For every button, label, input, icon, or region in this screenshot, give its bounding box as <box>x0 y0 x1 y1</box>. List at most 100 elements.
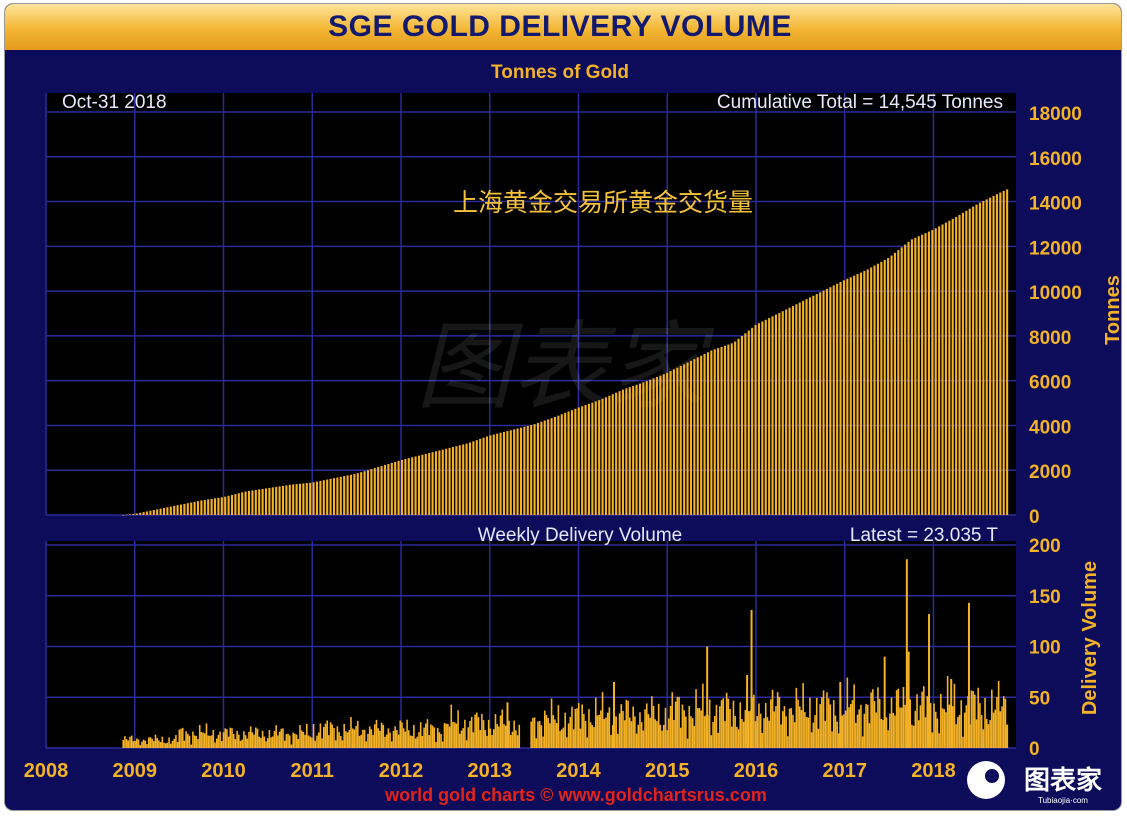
weekly-bar <box>409 735 412 748</box>
cumulative-bar <box>832 285 835 515</box>
cumulative-bar <box>887 258 890 515</box>
weekly-bar <box>484 730 487 748</box>
weekly-bar <box>895 690 898 748</box>
y-tick-label: 8000 <box>1029 328 1071 349</box>
weekly-bar <box>802 683 804 748</box>
weekly-bar <box>336 726 339 748</box>
cumulative-bar <box>825 288 828 515</box>
weekly-bar <box>511 731 514 748</box>
weekly-bar <box>144 740 147 748</box>
cumulative-bar <box>162 507 166 515</box>
weekly-bar <box>838 733 840 748</box>
cumulative-bar <box>924 233 927 515</box>
weekly-bar <box>615 716 617 748</box>
cumulative-bar <box>897 250 900 515</box>
weekly-bar <box>236 731 238 748</box>
weekly-bar <box>297 738 300 748</box>
weekly-bar <box>498 726 500 748</box>
weekly-bar <box>187 733 189 748</box>
x-tick-label: 2018 <box>911 760 956 782</box>
weekly-bar <box>202 732 204 748</box>
weekly-bar <box>666 730 668 748</box>
weekly-bar <box>979 703 981 748</box>
weekly-bar <box>283 740 286 748</box>
weekly-bar <box>581 704 583 748</box>
cumulative-bar <box>618 391 621 515</box>
cumulative-bar <box>771 316 774 515</box>
cumulative-bar <box>849 277 852 515</box>
weekly-bar <box>472 732 475 748</box>
cumulative-bar <box>968 208 971 516</box>
weekly-bar <box>661 730 663 748</box>
weekly-bar <box>304 734 306 748</box>
weekly-bar <box>974 694 976 748</box>
weekly-bar <box>492 729 495 748</box>
weekly-bar <box>668 718 670 748</box>
cumulative-bar <box>689 360 693 515</box>
cumulative-bar <box>788 307 791 515</box>
footer-credit: world gold charts © www.goldchartsrus.co… <box>384 785 767 805</box>
weekly-bar <box>725 692 728 748</box>
weekly-bar <box>712 722 714 748</box>
cumulative-bar <box>278 486 281 515</box>
weekly-bar <box>873 701 876 748</box>
cumulative-bar <box>615 392 618 515</box>
y-tick-label: 18000 <box>1029 104 1082 125</box>
weekly-bar <box>797 699 799 748</box>
weekly-bar <box>161 736 164 748</box>
cumulative-bar <box>533 424 536 515</box>
weekly-bar <box>190 744 193 748</box>
weekly-bar <box>572 729 575 748</box>
brand-logo: 图表家 Tubiaojia·com <box>967 761 1102 805</box>
weekly-bar <box>377 728 379 748</box>
weekly-bar <box>402 728 405 748</box>
weekly-bar <box>574 708 577 748</box>
weekly-bar <box>197 739 199 748</box>
weekly-bar <box>975 719 978 748</box>
cumulative-bar <box>564 412 567 515</box>
cumulative-bar <box>992 195 995 516</box>
weekly-bar <box>266 738 269 748</box>
cumulative-bar <box>655 376 659 515</box>
weekly-bar <box>819 704 821 748</box>
weekly-bar <box>627 700 629 748</box>
weekly-bar <box>594 697 597 748</box>
cumulative-bar <box>387 463 390 515</box>
weekly-bar <box>807 717 810 748</box>
weekly-bar <box>724 721 726 748</box>
weekly-bar <box>710 735 713 748</box>
weekly-bar <box>569 716 572 748</box>
weekly-bar <box>753 694 755 748</box>
cumulative-bar <box>914 237 917 515</box>
weekly-bar <box>562 727 565 748</box>
weekly-bar <box>853 684 855 748</box>
cumulative-bar <box>458 445 461 515</box>
cumulative-bar <box>315 481 319 515</box>
weekly-bar <box>397 734 400 748</box>
weekly-bar <box>632 706 634 748</box>
cumulative-bar <box>740 336 744 515</box>
weekly-bar <box>424 723 427 748</box>
cumulative-bar <box>207 499 210 515</box>
cumulative-bar <box>200 500 203 515</box>
y-tick-label: 0 <box>1029 739 1040 760</box>
cumulative-bar <box>883 259 886 515</box>
weekly-bar <box>515 730 517 748</box>
weekly-bar <box>673 720 675 748</box>
weekly-bar <box>800 710 803 748</box>
weekly-bar <box>555 723 558 748</box>
weekly-bar <box>270 737 272 748</box>
weekly-bar <box>729 709 731 748</box>
cumulative-bar <box>502 431 506 515</box>
weekly-bar <box>749 710 752 748</box>
weekly-bar <box>147 737 150 748</box>
weekly-bar <box>404 731 407 748</box>
cumulative-bar <box>186 503 189 515</box>
cumulative-bar <box>839 282 842 515</box>
weekly-bar <box>611 725 614 748</box>
weekly-bar <box>965 705 968 748</box>
weekly-bar <box>826 692 828 748</box>
weekly-bar <box>504 725 507 748</box>
weekly-bar <box>926 696 929 748</box>
weekly-bar <box>690 716 692 748</box>
